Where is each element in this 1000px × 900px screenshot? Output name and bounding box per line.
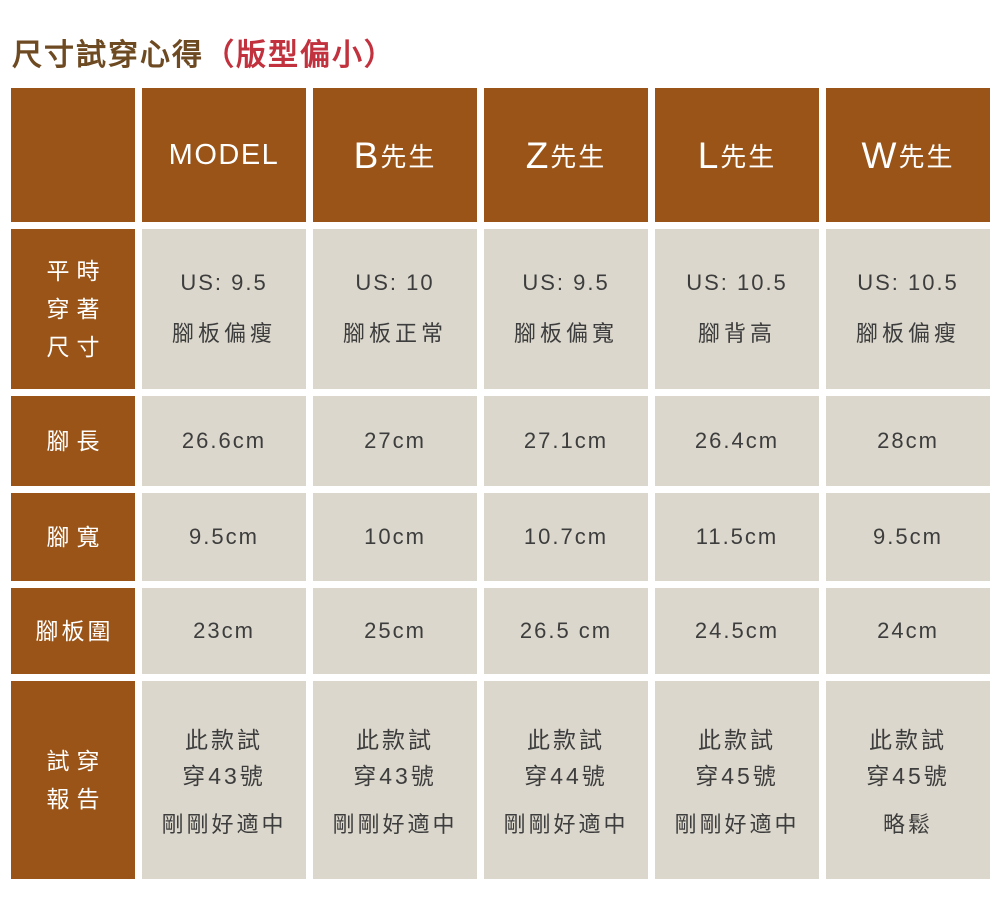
cell-report-mr-z: 此款試 穿44號 剛剛好適中 [484,681,648,879]
column-header-model: MODEL [142,88,306,222]
cell-foot-girth-mr-b: 25cm [313,588,477,674]
foot-girth-value: 23cm [193,618,255,643]
report-note: 剛剛好適中 [674,811,800,837]
cell-usual-size-mr-w: US: 10.5 腳板偏瘦 [826,229,990,389]
foot-type-value: 腳板偏寬 [513,321,618,346]
size-fitting-table: MODEL B 先生 Z 先生 L 先生 W 先生 平時 穿著 尺寸 US: 9.5 腳… [11,88,990,879]
tester-suffix-z: 先生 [550,141,607,172]
tester-initial-z: Z [525,134,549,176]
report-note: 剛剛好適中 [161,811,287,837]
page-title: 尺寸試穿心得（版型偏小） [12,30,396,74]
cell-foot-length-mr-z: 27.1cm [484,396,648,486]
us-size-value: US: 9.5 [180,270,268,295]
row-label-foot-girth: 腳板圍 [11,588,135,674]
foot-type-value: 腳背高 [697,321,776,346]
report-line1: 此款試 [356,726,434,753]
us-size-value: US: 10 [355,270,435,295]
row-label-usual-size-line3: 尺寸 [46,334,107,360]
cell-report-mr-b: 此款試 穿43號 剛剛好適中 [313,681,477,879]
row-label-fitting-report: 試穿 報告 [11,681,135,879]
page-title-note: （版型偏小） [204,39,396,72]
tester-initial-l: L [697,134,719,176]
cell-usual-size-model: US: 9.5 腳板偏瘦 [142,229,306,389]
cell-usual-size-mr-b: US: 10 腳板正常 [313,229,477,389]
cell-report-mr-l: 此款試 穿45號 剛剛好適中 [655,681,819,879]
report-line2: 穿43號 [182,762,266,789]
report-note: 剛剛好適中 [503,811,629,837]
foot-type-value: 腳板正常 [342,321,447,346]
foot-type-value: 腳板偏瘦 [855,321,960,346]
page-title-main: 尺寸試穿心得 [12,39,204,72]
foot-girth-value: 24.5cm [694,618,780,643]
us-size-value: US: 10.5 [686,270,788,295]
cell-foot-girth-mr-z: 26.5 cm [484,588,648,674]
foot-girth-value: 25cm [364,618,426,643]
tester-suffix-b: 先生 [380,141,437,172]
cell-report-mr-w: 此款試 穿45號 略鬆 [826,681,990,879]
cell-foot-length-mr-l: 26.4cm [655,396,819,486]
cell-foot-length-mr-b: 27cm [313,396,477,486]
cell-foot-width-model: 9.5cm [142,493,306,581]
report-note: 剛剛好適中 [332,811,458,837]
cell-foot-width-mr-w: 9.5cm [826,493,990,581]
row-label-usual-size: 平時 穿著 尺寸 [11,229,135,389]
foot-type-value: 腳板偏瘦 [171,321,276,346]
report-line1: 此款試 [527,726,605,753]
row-label-foot-width-text: 腳寬 [46,524,107,550]
foot-length-value: 26.6cm [181,428,267,453]
report-line1: 此款試 [185,726,263,753]
report-line2: 穿45號 [695,762,779,789]
row-label-usual-size-line1: 平時 [46,258,107,284]
tester-suffix-w: 先生 [898,141,955,172]
cell-foot-width-mr-z: 10.7cm [484,493,648,581]
cell-foot-width-mr-b: 10cm [313,493,477,581]
cell-foot-girth-mr-w: 24cm [826,588,990,674]
cell-foot-length-model: 26.6cm [142,396,306,486]
foot-width-value: 10.7cm [523,524,609,549]
cell-foot-width-mr-l: 11.5cm [655,493,819,581]
cell-usual-size-mr-z: US: 9.5 腳板偏寬 [484,229,648,389]
foot-length-value: 28cm [877,428,939,453]
cell-foot-girth-mr-l: 24.5cm [655,588,819,674]
row-label-foot-length-text: 腳長 [46,428,107,454]
us-size-value: US: 10.5 [857,270,959,295]
cell-report-model: 此款試 穿43號 剛剛好適中 [142,681,306,879]
row-label-fitting-report-line2: 報告 [46,786,107,812]
row-label-fitting-report-line1: 試穿 [46,748,107,774]
column-header-model-label: MODEL [168,138,280,171]
report-note: 略鬆 [882,811,933,837]
report-line2: 穿45號 [866,762,950,789]
cell-foot-girth-model: 23cm [142,588,306,674]
column-header-mr-w: W 先生 [826,88,990,222]
foot-length-value: 27cm [364,428,426,453]
foot-width-value: 9.5cm [189,524,259,549]
tester-suffix-l: 先生 [720,141,777,172]
report-line1: 此款試 [698,726,776,753]
cell-foot-length-mr-w: 28cm [826,396,990,486]
row-label-foot-length: 腳長 [11,396,135,486]
foot-width-value: 10cm [364,524,426,549]
table-corner-cell [11,88,135,222]
row-label-foot-width: 腳寬 [11,493,135,581]
row-label-usual-size-line2: 穿著 [46,296,107,322]
tester-initial-w: W [861,134,897,176]
column-header-mr-b: B 先生 [313,88,477,222]
report-line2: 穿43號 [353,762,437,789]
foot-girth-value: 26.5 cm [519,618,613,643]
report-line2: 穿44號 [524,762,608,789]
tester-initial-b: B [353,134,379,176]
report-line1: 此款試 [869,726,947,753]
column-header-mr-z: Z 先生 [484,88,648,222]
foot-length-value: 27.1cm [523,428,609,453]
foot-width-value: 11.5cm [695,524,779,549]
row-label-foot-girth-text: 腳板圍 [35,618,114,644]
column-header-mr-l: L 先生 [655,88,819,222]
foot-length-value: 26.4cm [694,428,780,453]
foot-girth-value: 24cm [877,618,939,643]
cell-usual-size-mr-l: US: 10.5 腳背高 [655,229,819,389]
us-size-value: US: 9.5 [522,270,610,295]
foot-width-value: 9.5cm [873,524,943,549]
